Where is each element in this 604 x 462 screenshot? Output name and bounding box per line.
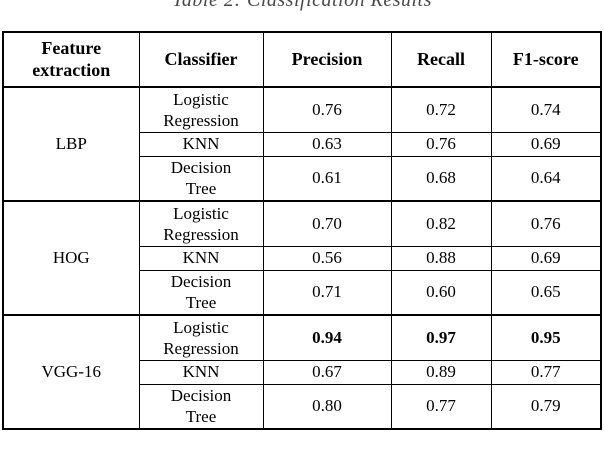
classifier-label: Logistic Regression (163, 89, 239, 130)
header-f1-score-label: F1-score (512, 48, 579, 69)
table-row: KNN 0.67 0.89 0.77 (3, 359, 602, 385)
classifier-cell: Logistic Regression (138, 314, 264, 361)
recall-cell: 0.68 (390, 155, 492, 202)
recall-cell: 0.82 (390, 200, 492, 247)
f1-cell: 0.65 (490, 269, 602, 316)
precision-cell: 0.76 (262, 86, 392, 133)
classifier-label: Decision Tree (170, 386, 232, 427)
precision-cell: 0.63 (262, 131, 392, 157)
precision-cell: 0.56 (262, 245, 392, 271)
classification-results-table: Feature extraction Classifier Precision … (2, 31, 602, 430)
recall-cell: 0.60 (390, 269, 492, 316)
classifier-cell: Logistic Regression (138, 86, 264, 133)
header-feature-extraction: Feature extraction (2, 31, 140, 88)
f1-cell: 0.95 (490, 314, 602, 361)
table-row: Decision Tree 0.80 0.77 0.79 (3, 383, 602, 430)
f1-cell: 0.69 (490, 245, 602, 271)
f1-cell: 0.64 (490, 155, 602, 202)
header-feature-extraction-label: Feature extraction (32, 37, 111, 80)
classifier-label: Decision Tree (170, 158, 232, 199)
precision-cell: 0.70 (262, 200, 392, 247)
f1-cell: 0.69 (490, 131, 602, 157)
feature-cell-lbp: LBP (2, 86, 140, 202)
classifier-cell: Decision Tree (138, 383, 264, 430)
classifier-label: KNN (182, 248, 220, 268)
classifier-cell: KNN (138, 359, 264, 385)
classifier-label: Logistic Regression (163, 203, 239, 244)
classifier-cell: Decision Tree (138, 155, 264, 202)
classifier-label: KNN (182, 362, 220, 382)
recall-cell: 0.97 (390, 314, 492, 361)
header-classifier: Classifier (138, 31, 264, 88)
header-recall: Recall (390, 31, 492, 88)
precision-cell: 0.80 (262, 383, 392, 430)
f1-cell: 0.76 (490, 200, 602, 247)
classifier-cell: Decision Tree (138, 269, 264, 316)
feature-cell-vgg16: VGG-16 (2, 314, 140, 430)
header-f1-score: F1-score (490, 31, 602, 88)
precision-cell: 0.94 (262, 314, 392, 361)
feature-cell-hog: HOG (2, 200, 140, 316)
f1-cell: 0.77 (490, 359, 602, 385)
header-recall-label: Recall (417, 48, 465, 69)
recall-cell: 0.77 (390, 383, 492, 430)
table-row: VGG-16 Logistic Regression 0.94 0.97 0.9… (2, 314, 602, 430)
table-row: HOG Logistic Regression 0.70 0.82 0.76 (2, 200, 602, 316)
classifier-cell: KNN (138, 245, 264, 271)
recall-cell: 0.88 (390, 245, 492, 271)
recall-cell: 0.76 (390, 131, 492, 157)
table-row: KNN 0.63 0.76 0.69 (3, 131, 602, 157)
f1-cell: 0.79 (490, 383, 602, 430)
table-caption: Table 2: Classification Results (172, 0, 432, 11)
header-precision-label: Precision (291, 48, 363, 69)
header-classifier-label: Classifier (164, 48, 238, 69)
recall-cell: 0.72 (390, 86, 492, 133)
table-row: Decision Tree 0.61 0.68 0.64 (3, 155, 602, 202)
classifier-label: Logistic Regression (163, 317, 239, 358)
header-precision: Precision (262, 31, 392, 88)
classifier-cell: Logistic Regression (138, 200, 264, 247)
classifier-cell: KNN (138, 131, 264, 157)
header-row: Feature extraction Classifier Precision … (2, 31, 602, 88)
table-row: LBP Logistic Regression 0.76 0.72 0.74 (2, 86, 602, 202)
f1-cell: 0.74 (490, 86, 602, 133)
classifier-label: Decision Tree (170, 272, 232, 313)
classifier-label: KNN (182, 134, 220, 154)
recall-cell: 0.89 (390, 359, 492, 385)
precision-cell: 0.71 (262, 269, 392, 316)
precision-cell: 0.61 (262, 155, 392, 202)
precision-cell: 0.67 (262, 359, 392, 385)
